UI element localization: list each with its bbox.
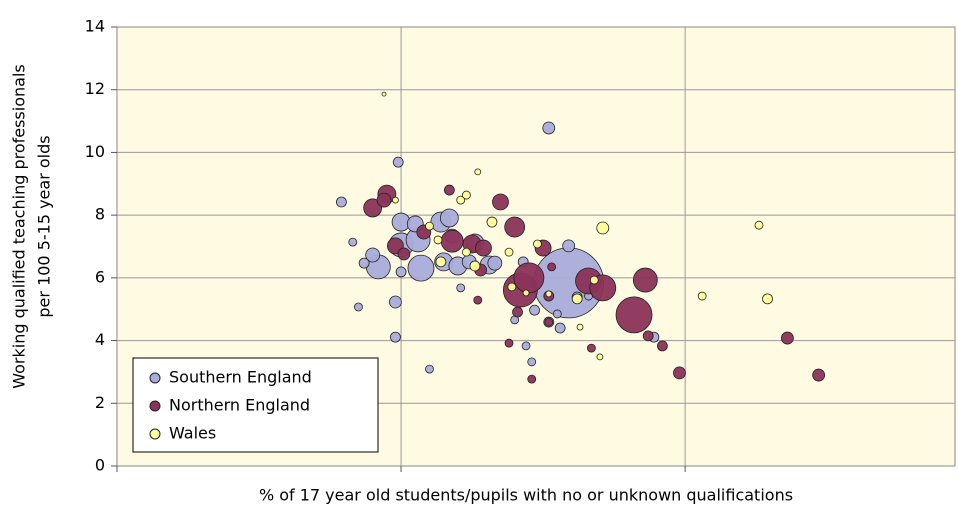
y-tick-label: 0 bbox=[95, 456, 105, 475]
y-tick-label: 8 bbox=[95, 205, 105, 224]
bubble bbox=[571, 293, 583, 305]
bubble bbox=[522, 289, 530, 297]
bubble bbox=[513, 262, 545, 294]
bubble bbox=[586, 343, 596, 353]
y-axis-label: per 100 5-15 year olds bbox=[35, 135, 54, 317]
bubble bbox=[363, 198, 383, 218]
bubble bbox=[439, 208, 459, 228]
bubble bbox=[492, 193, 509, 211]
bubble bbox=[512, 306, 523, 318]
bubble bbox=[504, 247, 514, 257]
bubble bbox=[456, 195, 466, 205]
bubble bbox=[596, 221, 610, 235]
bubble bbox=[462, 190, 471, 200]
bubble bbox=[358, 257, 370, 269]
bubble bbox=[504, 216, 526, 238]
bubble bbox=[336, 196, 347, 208]
bubble bbox=[697, 291, 707, 301]
legend-marker bbox=[149, 372, 161, 384]
y-tick-label: 10 bbox=[85, 142, 105, 161]
bubble bbox=[486, 216, 498, 228]
y-tick-label: 14 bbox=[85, 17, 105, 36]
bubble bbox=[632, 267, 658, 293]
y-tick-label: 4 bbox=[95, 330, 105, 349]
bubble bbox=[812, 368, 826, 382]
bubble bbox=[542, 121, 556, 135]
bubble bbox=[527, 374, 537, 384]
bubble bbox=[435, 256, 447, 268]
bubble bbox=[443, 184, 455, 196]
bubble bbox=[589, 275, 599, 285]
bubble bbox=[754, 220, 764, 230]
bubble bbox=[615, 296, 653, 334]
bubble bbox=[365, 247, 381, 263]
bubble bbox=[376, 192, 392, 208]
bubble bbox=[433, 235, 443, 245]
legend-label: Southern England bbox=[169, 368, 312, 387]
bubble bbox=[395, 266, 407, 278]
bubble bbox=[348, 237, 358, 247]
bubble bbox=[781, 331, 794, 345]
bubble bbox=[596, 353, 604, 361]
bubble bbox=[507, 282, 517, 292]
bubble bbox=[391, 196, 399, 204]
bubble bbox=[762, 293, 773, 305]
bubble bbox=[473, 295, 483, 305]
bubble bbox=[657, 340, 668, 352]
bubble bbox=[521, 341, 531, 351]
legend-marker bbox=[149, 428, 161, 440]
legend-label: Wales bbox=[169, 424, 216, 443]
legend-marker bbox=[149, 400, 161, 412]
bubble bbox=[397, 247, 411, 261]
y-tick-label: 6 bbox=[95, 267, 105, 286]
bubble bbox=[425, 221, 434, 231]
bubble bbox=[407, 254, 435, 282]
bubble bbox=[673, 366, 686, 380]
bubble bbox=[562, 239, 576, 253]
bubble bbox=[487, 255, 503, 271]
bubble bbox=[474, 168, 482, 176]
bubble bbox=[381, 91, 387, 97]
bubble bbox=[389, 331, 401, 343]
bubble bbox=[425, 364, 434, 374]
legend-label: Northern England bbox=[169, 396, 310, 415]
bubble bbox=[469, 260, 481, 272]
bubble bbox=[576, 323, 584, 331]
bubble bbox=[475, 239, 492, 257]
bubble bbox=[388, 295, 402, 309]
bubble bbox=[544, 317, 554, 327]
bubble bbox=[354, 302, 363, 312]
bubble bbox=[554, 322, 566, 334]
bubble bbox=[392, 156, 404, 168]
bubble bbox=[462, 247, 471, 257]
y-tick-label: 2 bbox=[95, 393, 105, 412]
bubble bbox=[527, 357, 537, 367]
legend bbox=[132, 357, 379, 453]
bubble bbox=[533, 239, 542, 249]
bubble bbox=[456, 283, 466, 293]
bubble bbox=[504, 338, 514, 348]
bubble bbox=[440, 229, 464, 253]
bubble bbox=[552, 309, 562, 319]
bubble bbox=[529, 304, 540, 316]
bubble bbox=[547, 262, 557, 272]
bubble bbox=[642, 330, 654, 342]
y-axis-label: Working qualified teaching professionals bbox=[10, 64, 29, 388]
bubble bbox=[545, 290, 553, 298]
x-axis-label: % of 17 year old students/pupils with no… bbox=[259, 486, 793, 505]
y-tick-label: 12 bbox=[85, 79, 105, 98]
